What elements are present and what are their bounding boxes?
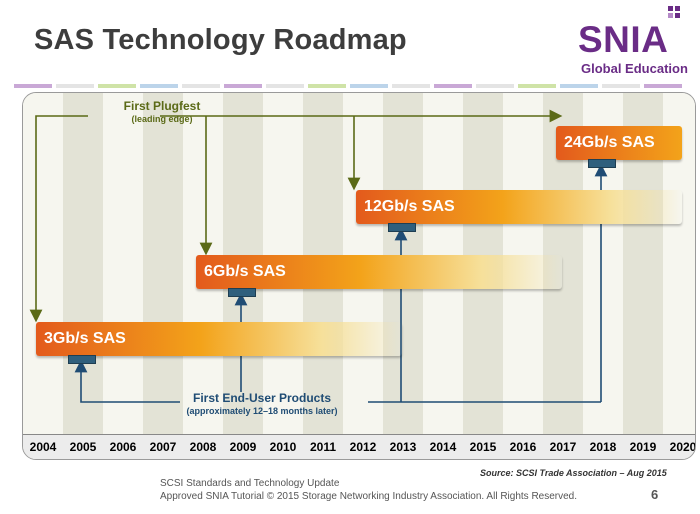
logo-square-icon [675, 13, 680, 18]
logo-square-icon [675, 6, 680, 11]
end-user-marker [588, 159, 616, 168]
bar-3gb-s-sas: 3Gb/s SAS [36, 322, 402, 356]
year-label: 2005 [69, 440, 97, 454]
bar-12gb-s-sas: 12Gb/s SAS [356, 190, 682, 224]
footer-line-1: SCSI Standards and Technology Update [160, 478, 340, 489]
year-label: 2013 [389, 440, 417, 454]
year-label: 2010 [269, 440, 297, 454]
year-axis [23, 434, 695, 459]
snia-logo: SNIA Global Education [578, 6, 688, 80]
plugfest-sublabel: (leading edge) [131, 114, 193, 124]
plugfest-label: First Plugfest [123, 99, 201, 113]
stripe-segment [644, 84, 682, 88]
enduser-connector [74, 359, 180, 403]
year-label: 2009 [229, 440, 257, 454]
stripe-segment [140, 84, 178, 88]
year-label: 2012 [349, 440, 377, 454]
end-user-marker [388, 223, 416, 232]
enduser-label: First End-User Products [192, 391, 332, 405]
year-label: 2019 [629, 440, 657, 454]
year-label: 2014 [429, 440, 457, 454]
plugfest-connector [29, 115, 88, 323]
year-label: 2020 [669, 440, 696, 454]
stripe-segment [98, 84, 136, 88]
stripe-segment [392, 84, 430, 88]
stripe-segment [560, 84, 598, 88]
enduser-sublabel: (approximately 12–18 months later) [186, 406, 338, 416]
stripe-segment [266, 84, 304, 88]
stripe-segment [518, 84, 556, 88]
page-title: SAS Technology Roadmap [34, 24, 407, 56]
stripe-segment [182, 84, 220, 88]
stripe-segment [350, 84, 388, 88]
year-label: 2008 [189, 440, 217, 454]
bar-24gb-s-sas: 24Gb/s SAS [556, 126, 682, 160]
year-label: 2004 [29, 440, 57, 454]
logo-square-icon [668, 13, 673, 18]
logo-subtitle: Global Education [581, 61, 688, 76]
stripe-segment [602, 84, 640, 88]
page-number: 6 [651, 487, 659, 502]
logo-square-icon [668, 6, 673, 11]
stripe-segment [56, 84, 94, 88]
year-label: 2017 [549, 440, 577, 454]
year-column [143, 93, 183, 434]
stripe-segment [308, 84, 346, 88]
year-label: 2006 [109, 440, 137, 454]
year-label: 2018 [589, 440, 617, 454]
end-user-marker [228, 288, 256, 297]
stripe-segment [434, 84, 472, 88]
source-note: Source: SCSI Trade Association – Aug 201… [480, 468, 667, 478]
year-column [63, 93, 103, 434]
stripe-segment [476, 84, 514, 88]
stripe-segment [224, 84, 262, 88]
end-user-marker [68, 355, 96, 364]
year-label: 2016 [509, 440, 537, 454]
bar-6gb-s-sas: 6Gb/s SAS [196, 255, 562, 289]
logo-wordmark: SNIA [578, 19, 669, 60]
year-label: 2015 [469, 440, 497, 454]
footer-line-2: Approved SNIA Tutorial © 2015 Storage Ne… [160, 491, 578, 502]
year-label: 2007 [149, 440, 177, 454]
year-label: 2011 [309, 440, 337, 454]
year-column [103, 93, 143, 434]
year-column [23, 93, 63, 434]
stripe-segment [14, 84, 52, 88]
